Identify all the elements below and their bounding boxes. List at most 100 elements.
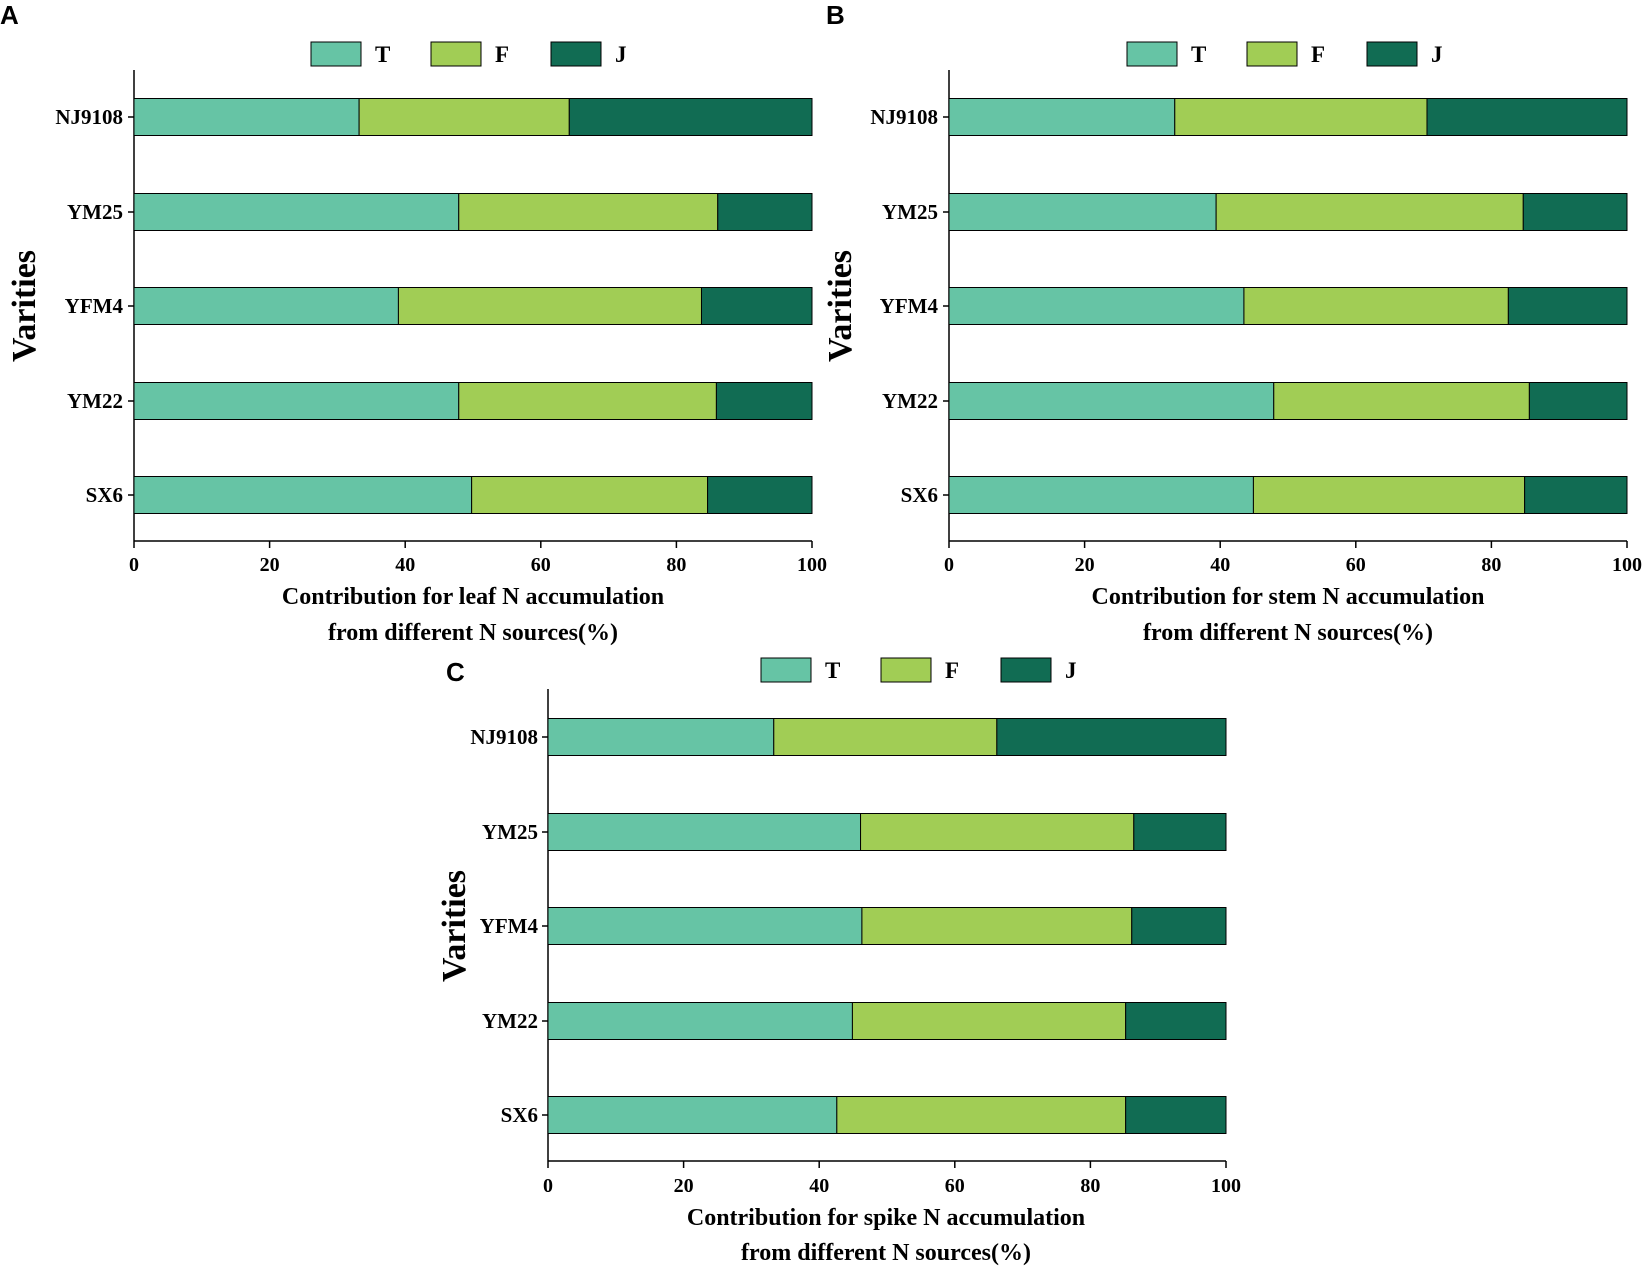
x-axis-title-line2-a: from different N sources(%): [328, 620, 618, 646]
category-label-a: YFM4: [65, 294, 124, 318]
category-label-a: YM25: [67, 200, 123, 224]
x-axis-title-line1-b: Contribution for stem N accumulation: [1092, 584, 1485, 610]
category-label-c: SX6: [501, 1103, 538, 1127]
legend-swatch-j-a: [550, 41, 602, 67]
x-tick-label-a: 100: [797, 554, 827, 576]
bar-j-a: [700, 287, 813, 325]
x-tick-label-c: 80: [1080, 1175, 1100, 1197]
x-tick-label-b: 0: [944, 554, 954, 576]
category-label-b: NJ9108: [870, 105, 938, 129]
bar-j-c: [996, 718, 1227, 756]
legend-label-f-b: F: [1311, 42, 1325, 67]
category-label-b: YFM4: [880, 294, 939, 318]
panel-b: B T F J 0 20 40 60 80 100 NJ9108 YM25 YFM4 YM22 SX6 Con…: [822, 0, 1642, 646]
legend-swatch-j-c: [1000, 657, 1052, 683]
bar-t-b: [948, 98, 1176, 136]
bar-t-a: [133, 287, 399, 325]
legend-swatch-t-c: [760, 657, 812, 683]
bar-j-a: [707, 476, 813, 514]
x-tick-label-c: 20: [674, 1175, 694, 1197]
x-axis-title-line2-b: from different N sources(%): [1143, 620, 1433, 646]
panel-c: C T F J 0 20 40 60 80 100 NJ9108 YM25 YFM4 YM22 SX6 Con…: [436, 657, 1241, 1266]
x-tick-label-b: 40: [1210, 554, 1230, 576]
x-axis-title-line2-c: from different N sources(%): [741, 1240, 1031, 1266]
bar-f-c: [861, 907, 1133, 945]
legend-label-f-a: F: [495, 42, 509, 67]
legend-swatch-f-a: [430, 41, 482, 67]
bar-j-b: [1524, 476, 1628, 514]
bar-f-c: [773, 718, 998, 756]
legend-label-t-b: T: [1191, 42, 1206, 67]
x-tick-label-b: 80: [1481, 554, 1501, 576]
bar-t-c: [547, 1002, 853, 1040]
legend-swatch-t-a: [310, 41, 362, 67]
bar-t-c: [547, 813, 862, 851]
bar-j-a: [715, 382, 813, 420]
legend-swatch-t-b: [1126, 41, 1178, 67]
bar-j-a: [717, 193, 813, 231]
y-axis-title-a: Varities: [6, 250, 43, 362]
bar-j-c: [1125, 1096, 1227, 1134]
x-axis-title-line1-a: Contribution for leaf N accumulation: [282, 584, 664, 610]
legend-label-f-c: F: [945, 658, 959, 683]
x-tick-label-c: 0: [543, 1175, 553, 1197]
bar-j-a: [568, 98, 813, 136]
bar-t-b: [948, 476, 1254, 514]
bar-t-b: [948, 287, 1245, 325]
panel-letter-c: C: [446, 657, 465, 687]
bar-t-b: [948, 193, 1217, 231]
legend-swatch-f-c: [880, 657, 932, 683]
x-tick-label-a: 60: [531, 554, 551, 576]
bar-f-a: [458, 193, 719, 231]
category-label-c: YM25: [482, 820, 538, 844]
bar-f-b: [1273, 382, 1530, 420]
category-label-a: YM22: [67, 389, 123, 413]
x-tick-label-b: 60: [1346, 554, 1366, 576]
category-label-b: YM22: [882, 389, 938, 413]
bar-f-a: [458, 382, 717, 420]
x-tick-label-c: 60: [945, 1175, 965, 1197]
bar-t-a: [133, 382, 460, 420]
x-tick-label-b: 100: [1612, 554, 1642, 576]
panel-letter-a: A: [0, 0, 19, 30]
bar-f-c: [836, 1096, 1127, 1134]
category-label-a: NJ9108: [55, 105, 123, 129]
bar-t-a: [133, 98, 360, 136]
bar-j-c: [1131, 907, 1227, 945]
bar-t-b: [948, 382, 1275, 420]
x-tick-label-a: 20: [260, 554, 280, 576]
category-label-b: YM25: [882, 200, 938, 224]
bar-j-b: [1528, 382, 1628, 420]
panel-letter-b: B: [826, 0, 845, 30]
bar-j-c: [1125, 1002, 1227, 1040]
category-label-a: SX6: [86, 483, 123, 507]
x-axis-title-line1-c: Contribution for spike N accumulation: [687, 1205, 1085, 1231]
x-tick-label-a: 40: [395, 554, 415, 576]
category-label-c: NJ9108: [470, 725, 538, 749]
bar-f-b: [1243, 287, 1509, 325]
bar-j-c: [1133, 813, 1227, 851]
legend-label-j-b: J: [1431, 42, 1443, 67]
bar-j-b: [1522, 193, 1628, 231]
bar-t-c: [547, 718, 775, 756]
bar-j-b: [1426, 98, 1628, 136]
legend-label-t-c: T: [825, 658, 840, 683]
bar-f-a: [358, 98, 570, 136]
bar-f-b: [1174, 98, 1428, 136]
bar-t-c: [547, 907, 863, 945]
legend-label-j-c: J: [1065, 658, 1077, 683]
bar-f-b: [1252, 476, 1526, 514]
category-label-b: SX6: [901, 483, 938, 507]
bar-t-a: [133, 476, 473, 514]
panel-a: A T F J 0 20 40 60 80 100 NJ9108 YM25 YFM4 YM22 SX6 Con…: [0, 0, 827, 646]
x-tick-label-c: 40: [809, 1175, 829, 1197]
bar-j-b: [1507, 287, 1628, 325]
bar-t-a: [133, 193, 460, 231]
category-label-c: YM22: [482, 1009, 538, 1033]
y-axis-title-c: Varities: [436, 870, 473, 982]
x-tick-label-b: 20: [1075, 554, 1095, 576]
bar-f-b: [1215, 193, 1524, 231]
y-axis-title-b: Varities: [822, 250, 859, 362]
bar-f-a: [471, 476, 709, 514]
